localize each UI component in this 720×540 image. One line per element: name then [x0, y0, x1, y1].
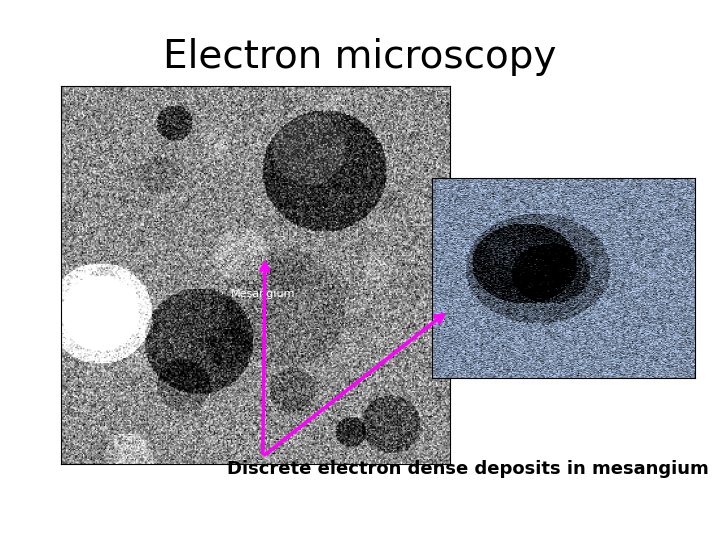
Text: Electron microscopy: Electron microscopy: [163, 38, 557, 76]
Text: Mesangium: Mesangium: [231, 289, 296, 299]
Text: Discrete electron dense deposits in mesangium: Discrete electron dense deposits in mesa…: [227, 460, 708, 478]
